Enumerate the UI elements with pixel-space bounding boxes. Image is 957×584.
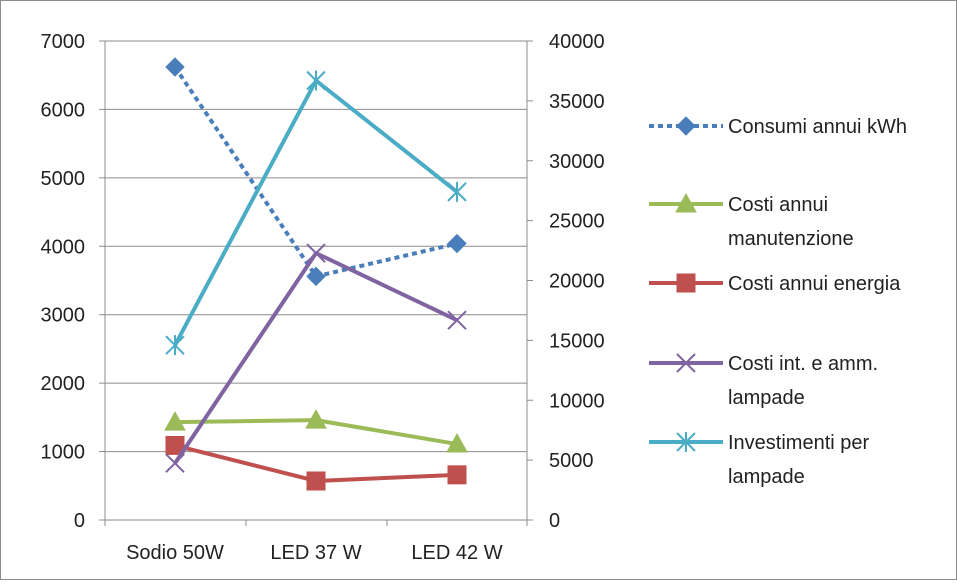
data-point bbox=[306, 471, 326, 491]
x-tick-label: Sodio 50W bbox=[126, 542, 224, 564]
legend: Consumi annui kWh Costi annui manutenzione… bbox=[649, 116, 907, 488]
y-right-tick-label: 25000 bbox=[549, 211, 605, 233]
y-left-tick-label: 7000 bbox=[41, 31, 86, 53]
data-point bbox=[306, 266, 326, 287]
y-left-tick-label: 4000 bbox=[41, 236, 86, 258]
data-point bbox=[447, 310, 467, 330]
y-right-tick-label: 20000 bbox=[549, 271, 605, 293]
data-point bbox=[165, 435, 185, 455]
legend-label: lampade bbox=[728, 387, 805, 409]
legend-label: lampade bbox=[728, 466, 805, 488]
legend-label: Costi int. e amm. bbox=[728, 353, 878, 375]
data-point bbox=[306, 70, 326, 91]
data-point bbox=[447, 465, 467, 485]
legend-label: Consumi annui kWh bbox=[728, 116, 907, 138]
legend-entry-4: Costi int. e amm. lampade bbox=[649, 353, 878, 409]
y-right-tick-label: 5000 bbox=[549, 450, 594, 472]
x-tick-label: LED 37 W bbox=[270, 542, 361, 564]
series-3 bbox=[165, 435, 467, 491]
y-left-tick-label: 1000 bbox=[41, 442, 86, 464]
legend-swatch-marker bbox=[676, 116, 696, 136]
legend-label: Costi annui bbox=[728, 194, 828, 216]
y-right-tick-label: 15000 bbox=[549, 330, 605, 352]
series-1 bbox=[165, 57, 467, 287]
legend-entry-3: Costi annui energia bbox=[649, 273, 901, 295]
y-right-tick-label: 0 bbox=[549, 510, 560, 532]
legend-swatch-marker bbox=[676, 432, 696, 452]
y-left-tick-label: 3000 bbox=[41, 305, 86, 327]
gridlines bbox=[105, 40, 527, 453]
series-line bbox=[173, 78, 459, 347]
legend-swatch-marker bbox=[676, 273, 696, 293]
legend-label: manutenzione bbox=[728, 228, 854, 250]
data-point bbox=[447, 181, 467, 202]
legend-entry-1: Consumi annui kWh bbox=[649, 116, 907, 138]
y-left-tick-label: 2000 bbox=[41, 373, 86, 395]
x-tick-label: LED 42 W bbox=[411, 542, 502, 564]
y-left-tick-label: 6000 bbox=[41, 99, 86, 121]
series-2 bbox=[164, 409, 468, 453]
y-left-tick-label: 5000 bbox=[41, 168, 86, 190]
y-right-tick-label: 30000 bbox=[549, 151, 605, 173]
series-line bbox=[173, 65, 458, 279]
y-left-tick-label: 0 bbox=[74, 510, 85, 532]
y-right-tick-label: 10000 bbox=[549, 390, 605, 412]
axes: 0 1000 2000 3000 4000 5000 6000 7000 0 5000 10000 1… bbox=[41, 31, 605, 564]
legend-entry-5: Investimenti per lampade bbox=[649, 432, 870, 488]
series-group bbox=[164, 57, 468, 491]
data-point bbox=[306, 243, 326, 263]
legend-entry-2: Costi annui manutenzione bbox=[649, 192, 854, 250]
data-point bbox=[446, 433, 468, 453]
legend-label: Investimenti per bbox=[728, 432, 870, 454]
data-point bbox=[165, 453, 185, 473]
y-right-tick-label: 40000 bbox=[549, 31, 605, 53]
data-point bbox=[164, 411, 186, 431]
data-point bbox=[165, 335, 185, 356]
series-5 bbox=[165, 70, 467, 356]
data-point bbox=[447, 233, 467, 254]
y-right-tick-label: 35000 bbox=[549, 91, 605, 113]
data-point bbox=[165, 57, 185, 77]
legend-swatch-marker bbox=[676, 353, 696, 373]
legend-swatch-marker bbox=[675, 192, 697, 213]
data-point bbox=[305, 409, 327, 429]
legend-label: Costi annui energia bbox=[728, 273, 901, 295]
series-4 bbox=[165, 243, 467, 473]
